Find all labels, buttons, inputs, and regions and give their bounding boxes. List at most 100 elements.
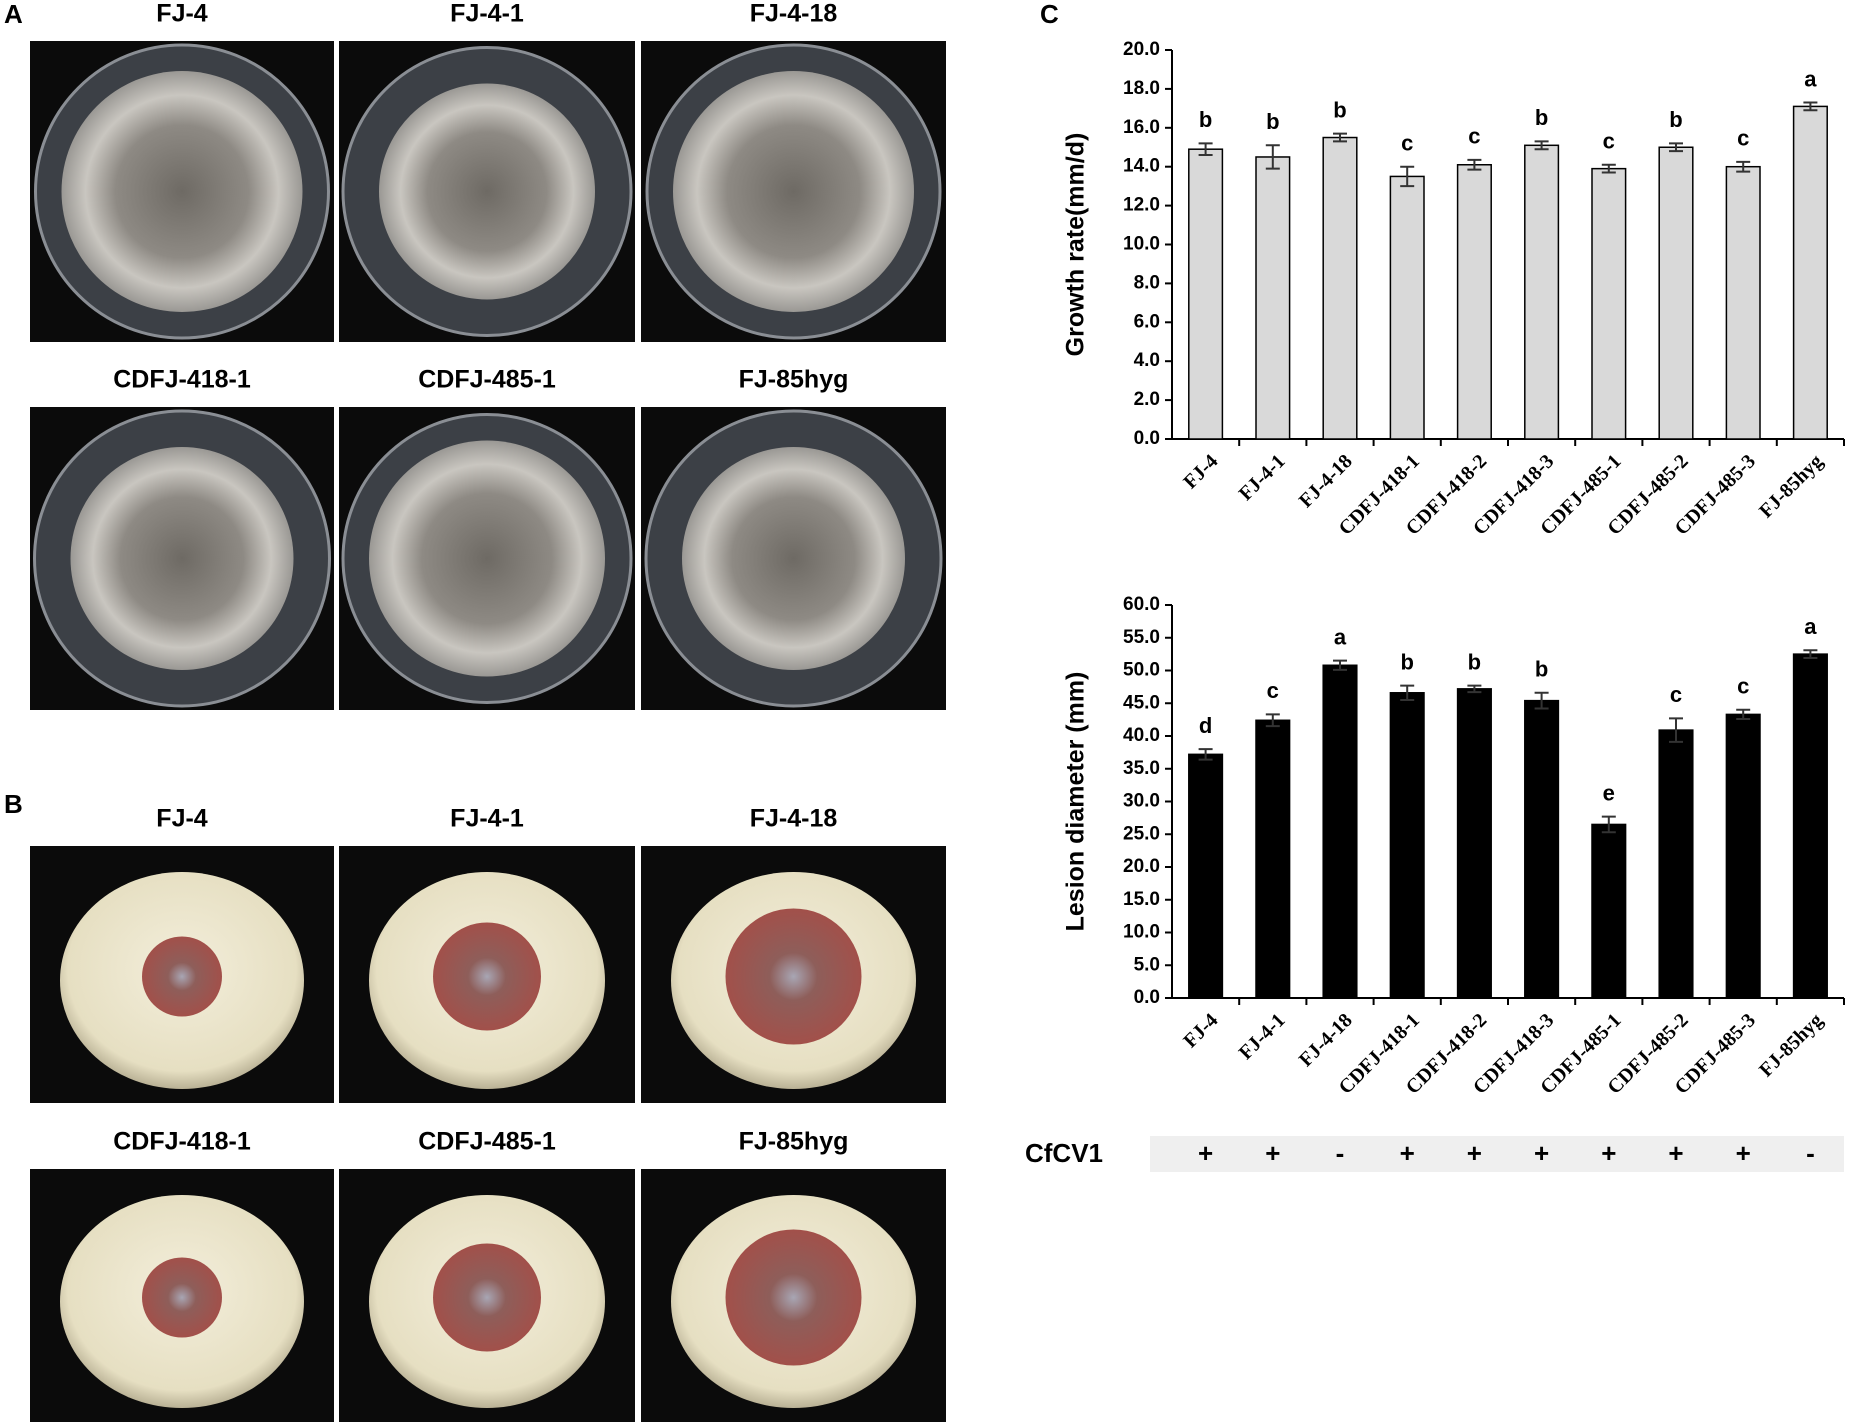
error-bar [1400, 684, 1415, 701]
y-tick-label: 20.0 [1123, 856, 1160, 877]
y-tick-label: 14.0 [1123, 156, 1160, 177]
error-bar [1333, 659, 1347, 671]
x-tick-label: FJ-4 [1179, 1009, 1222, 1052]
significance-letter: c [1670, 682, 1682, 707]
error-bar [1669, 142, 1683, 153]
cfcv1-mark: + [1400, 1138, 1415, 1168]
x-tick-label: FJ-85hyg [1755, 450, 1827, 522]
bar [1524, 144, 1560, 440]
cfcv1-mark: + [1198, 1138, 1213, 1168]
bar [1188, 148, 1224, 440]
y-tick-label: 35.0 [1123, 758, 1160, 779]
error-bar [1198, 142, 1213, 157]
y-tick-label: 16.0 [1123, 117, 1160, 138]
bar [1255, 156, 1291, 440]
bar [1792, 105, 1828, 440]
photo-label: FJ-4 [156, 805, 208, 833]
bar [1591, 167, 1627, 440]
bar [1389, 175, 1425, 440]
y-tick-label: 12.0 [1123, 195, 1160, 216]
panel-label: C [1040, 0, 1059, 29]
photo-label: CDFJ-485-1 [418, 1128, 556, 1156]
error-bar [1736, 708, 1751, 720]
photo-label: CDFJ-485-1 [418, 366, 556, 394]
significance-letter: b [1669, 107, 1682, 132]
y-tick-label: 50.0 [1123, 660, 1160, 681]
significance-letter: c [1603, 129, 1615, 154]
significance-letter: b [1468, 649, 1481, 674]
y-tick-label: 10.0 [1123, 234, 1160, 255]
photo-label: FJ-4-18 [750, 805, 838, 833]
error-bar [1736, 160, 1751, 173]
y-axis-label: Lesion diameter (mm) [1062, 672, 1090, 932]
colony [369, 440, 605, 677]
y-tick-label: 30.0 [1123, 791, 1160, 812]
lesion [142, 1257, 222, 1338]
bar [1591, 823, 1627, 999]
error-bar [1669, 717, 1683, 743]
photo-label: FJ-4-1 [450, 0, 524, 28]
significance-letter: d [1199, 713, 1212, 738]
error-bar [1534, 140, 1549, 151]
y-tick-label: 8.0 [1134, 272, 1160, 293]
lesion [433, 922, 541, 1031]
photo-label: FJ-85hyg [739, 1128, 849, 1156]
cfcv1-mark: + [1601, 1138, 1616, 1168]
error-bar [1265, 713, 1280, 728]
cfcv1-band [1150, 1136, 1844, 1172]
bar [1658, 729, 1694, 999]
x-tick-label: FJ-4-18 [1295, 450, 1357, 512]
y-tick-label: 2.0 [1134, 389, 1160, 410]
significance-letter: b [1535, 105, 1548, 130]
bar [1255, 719, 1291, 999]
cfcv1-mark: - [1806, 1138, 1815, 1168]
bar [1389, 692, 1425, 999]
x-tick-label: FJ-4-18 [1295, 1009, 1357, 1071]
photo-label: FJ-4-18 [750, 0, 838, 28]
photo-label: FJ-4-1 [450, 805, 524, 833]
bar [1188, 753, 1224, 999]
error-bar [1803, 649, 1818, 660]
significance-letter: b [1199, 107, 1212, 132]
error-bar [1333, 132, 1347, 143]
error-bar [1601, 163, 1616, 174]
cfcv1-label: CfCV1 [1025, 1138, 1103, 1168]
y-axis-label: Growth rate(mm/d) [1062, 133, 1090, 357]
bar [1322, 136, 1358, 440]
significance-letter: c [1267, 678, 1279, 703]
error-bar [1198, 748, 1213, 761]
bar [1456, 164, 1492, 440]
x-tick-label: FJ-85hyg [1755, 1009, 1827, 1081]
cfcv1-mark: + [1534, 1138, 1549, 1168]
y-tick-label: 4.0 [1134, 350, 1160, 371]
colony [70, 447, 294, 670]
y-tick-label: 25.0 [1123, 823, 1160, 844]
significance-letter: c [1468, 124, 1480, 149]
error-bar [1400, 165, 1415, 188]
y-tick-label: 15.0 [1123, 889, 1160, 910]
colony [61, 71, 303, 312]
cfcv1-mark: + [1265, 1138, 1280, 1168]
y-tick-label: 10.0 [1123, 922, 1160, 943]
bar [1456, 688, 1492, 999]
error-bar [1467, 158, 1482, 171]
error-bar [1534, 691, 1549, 710]
photo-label: CDFJ-418-1 [113, 1128, 251, 1156]
significance-letter: e [1603, 780, 1615, 805]
panel-label: B [4, 789, 23, 819]
panel-label: A [4, 0, 23, 29]
y-tick-label: 0.0 [1134, 428, 1160, 449]
significance-letter: c [1737, 126, 1749, 151]
cfcv1-mark: - [1336, 1138, 1345, 1168]
bar [1792, 653, 1828, 999]
photo-label: FJ-85hyg [739, 366, 849, 394]
colony [379, 83, 595, 300]
bar [1725, 165, 1761, 440]
y-tick-label: 18.0 [1123, 78, 1160, 99]
significance-letter: b [1266, 109, 1279, 134]
cfcv1-mark: + [1467, 1138, 1482, 1168]
significance-letter: a [1804, 614, 1817, 639]
y-tick-label: 0.0 [1134, 987, 1160, 1008]
bar [1524, 699, 1560, 999]
